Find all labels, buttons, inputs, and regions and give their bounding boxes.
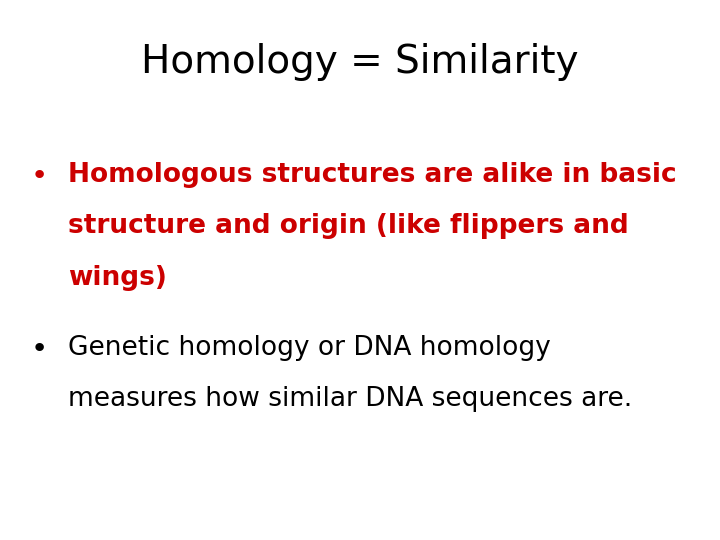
Text: structure and origin (like flippers and: structure and origin (like flippers and <box>68 213 629 239</box>
Text: measures how similar DNA sequences are.: measures how similar DNA sequences are. <box>68 386 633 412</box>
Text: Homologous structures are alike in basic: Homologous structures are alike in basic <box>68 162 677 188</box>
Text: •: • <box>31 162 48 190</box>
Text: •: • <box>31 335 48 363</box>
Text: Homology = Similarity: Homology = Similarity <box>141 43 579 81</box>
Text: wings): wings) <box>68 265 167 291</box>
Text: Genetic homology or DNA homology: Genetic homology or DNA homology <box>68 335 551 361</box>
